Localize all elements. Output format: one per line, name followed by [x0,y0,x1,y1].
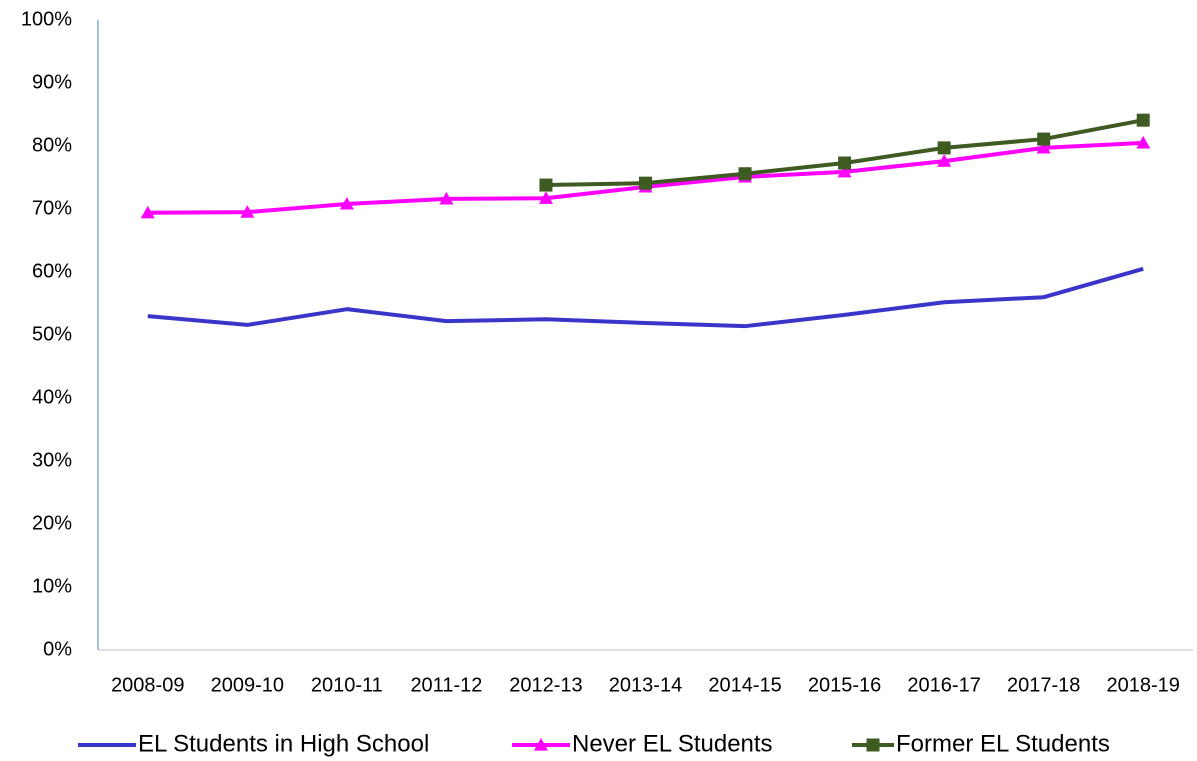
data-marker [538,191,553,204]
y-tick-label: 90% [32,71,72,93]
y-tick-label: 30% [32,449,72,471]
y-tick-label: 100% [21,8,72,30]
y-tick-label: 40% [32,386,72,408]
y-tick-label: 20% [32,512,72,534]
data-marker [140,205,155,219]
x-tick-label: 2014-15 [708,674,781,696]
legend-label: EL Students in High School [138,730,429,757]
data-marker [639,176,652,190]
x-tick-label: 2015-16 [808,674,881,696]
legend-marker [866,738,880,752]
data-marker [1136,113,1150,127]
data-marker [339,196,354,210]
series-line [147,266,1144,329]
data-marker [838,156,852,170]
data-marker [439,191,454,205]
data-marker [539,178,553,192]
legend-marker [534,738,548,751]
y-tick-label: 80% [32,134,72,156]
x-tick-label: 2013-14 [609,674,682,696]
data-marker [1036,140,1051,154]
x-tick-label: 2017-18 [1007,674,1080,696]
x-tick-label: 2012-13 [509,674,582,696]
y-tick-label: 60% [32,260,72,282]
data-marker [738,167,752,181]
x-tick-label: 2016-17 [907,674,980,696]
x-tick-label: 2010-11 [311,674,383,696]
data-marker [1136,135,1151,149]
legend-label: Never EL Students [572,730,773,757]
data-marker [240,205,255,218]
y-tick-label: 50% [32,323,72,345]
x-tick-label: 2009-10 [211,674,284,696]
y-tick-label: 70% [32,197,72,219]
data-marker [937,154,952,167]
x-tick-label: 2011-12 [410,674,482,696]
data-marker [937,141,951,155]
legend-label: Former EL Students [896,730,1110,757]
y-tick-label: 10% [32,575,72,597]
x-tick-label: 2018-19 [1107,674,1180,696]
data-marker [837,164,852,178]
x-tick-label: 2008-09 [111,674,184,696]
data-marker [1037,132,1051,146]
y-tick-label: 0% [43,638,72,660]
